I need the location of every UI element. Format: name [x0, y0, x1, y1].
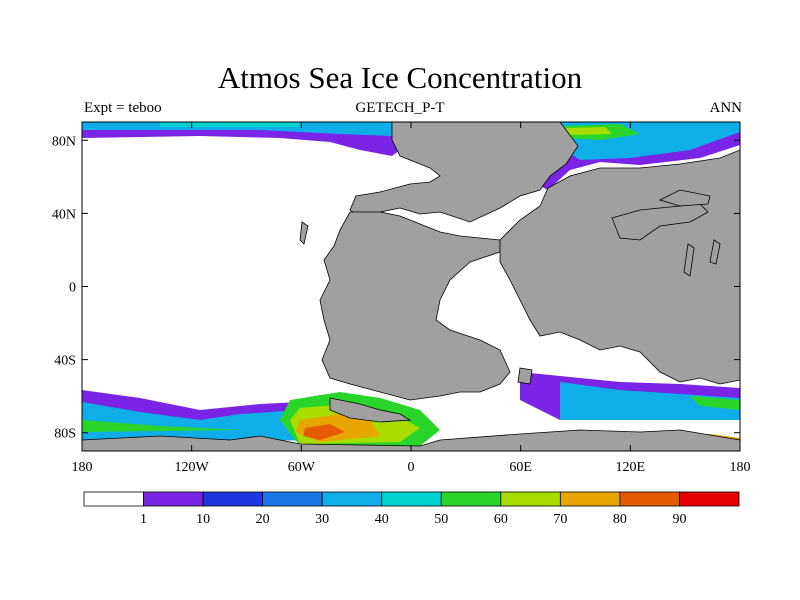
y-tick-label: 80N: [52, 134, 76, 149]
island-d: [709, 239, 721, 265]
southern-ice-west-mid: [82, 402, 330, 442]
colorbar-label: 70: [553, 512, 567, 527]
southern-ice-east-core: [690, 396, 740, 410]
chart-title: Atmos Sea Ice Concentration: [217, 60, 583, 95]
island-c: [683, 243, 695, 277]
arctic-ice-east-high: [566, 127, 612, 135]
land: [82, 122, 740, 451]
colorbar-label: 20: [256, 512, 270, 527]
colorbar-swatch: [500, 491, 561, 507]
axis-ticks: 180 120W 60W 0 60E 120E 180 80N 40N 0 40S 80S: [52, 122, 751, 475]
map-body: [82, 122, 740, 451]
colorbar-label: 60: [494, 512, 508, 527]
x-tick-label: 0: [408, 460, 415, 475]
x-tick-label: 120W: [175, 460, 210, 475]
x-tick-label: 60W: [288, 460, 316, 475]
colorbar-swatch: [559, 491, 621, 507]
colorbar-swatch: [262, 491, 323, 507]
dataset-label: GETECH_P-T: [355, 100, 445, 116]
island-f: [517, 367, 533, 385]
y-tick-label: 40N: [52, 207, 76, 222]
colorbar-swatch: [321, 491, 383, 507]
colorbar-swatch: [440, 491, 502, 507]
colorbar: 1 10 20 30 40 50 60 70 80 90: [83, 491, 740, 527]
arctic-ice-west-core: [160, 122, 300, 127]
y-tick-label: 0: [69, 281, 76, 296]
colorbar-swatch: [679, 491, 740, 507]
weddell-ice-peak: [303, 424, 345, 440]
experiment-label: Expt = teboo: [84, 100, 162, 116]
colorbar-label: 40: [375, 512, 389, 527]
colorbar-label: 80: [613, 512, 627, 527]
arctic-ice-west-inner: [82, 122, 392, 136]
colorbar-label: 90: [672, 512, 686, 527]
colorbar-label: 50: [434, 512, 448, 527]
colorbar-swatch: [381, 491, 442, 507]
island-e: [299, 221, 309, 245]
southern-ice-west-core: [82, 420, 240, 432]
season-label: ANN: [709, 100, 743, 116]
colorbar-label: 1: [140, 512, 147, 527]
antarctica: [82, 429, 740, 451]
antarctic-peninsula: [329, 397, 412, 423]
island-b: [658, 189, 711, 207]
colorbar-swatch: [619, 491, 680, 507]
central-land: [319, 211, 511, 401]
y-tick-label: 40S: [54, 354, 76, 369]
x-tick-label: 60E: [509, 460, 532, 475]
y-tick-label: 80S: [54, 427, 76, 442]
x-tick-label: 180: [730, 460, 751, 475]
x-tick-label: 180: [72, 460, 93, 475]
colorbar-label: 10: [196, 512, 210, 527]
colorbar-swatch: [83, 491, 144, 507]
colorbar-swatch: [143, 491, 204, 507]
colorbar-label: 30: [315, 512, 329, 527]
island-a: [611, 203, 709, 241]
colorbar-swatch: [202, 491, 264, 507]
southern-ice-east-mid: [560, 382, 740, 420]
x-tick-label: 120E: [616, 460, 646, 475]
